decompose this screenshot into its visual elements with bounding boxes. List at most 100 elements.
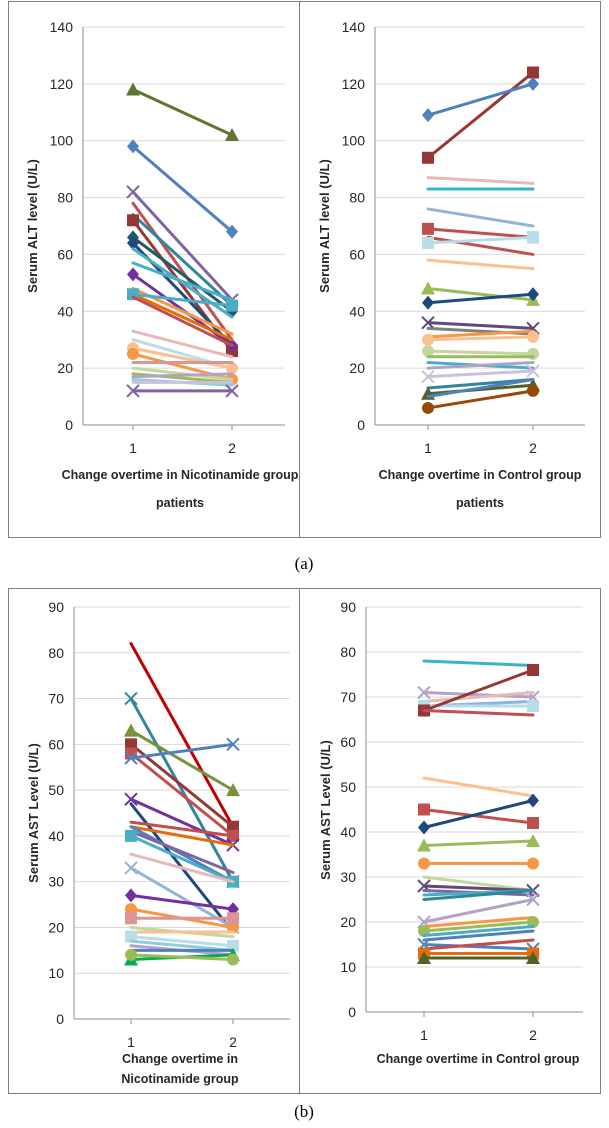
data-point	[225, 384, 239, 398]
series-10	[131, 261, 234, 302]
series-line	[426, 235, 535, 245]
x-axis-title: Change overtime in Control group	[377, 1052, 580, 1066]
series-line	[129, 935, 235, 948]
series-1	[129, 642, 235, 829]
series-4	[131, 201, 234, 342]
series-11	[422, 287, 539, 310]
series-line	[129, 642, 235, 829]
y-tick-label: 80	[48, 645, 64, 661]
x-axis-title: patients	[456, 496, 504, 510]
series-line	[129, 820, 235, 838]
series-14	[426, 329, 535, 339]
panel-label-b: (b)	[294, 1102, 314, 1121]
series-line	[422, 668, 535, 712]
series-line	[131, 346, 234, 370]
data-point	[226, 737, 240, 752]
series-line	[131, 190, 234, 302]
data-point	[126, 384, 140, 398]
data-point	[527, 287, 539, 302]
series-26	[125, 948, 239, 966]
data-point	[526, 834, 540, 847]
series-19	[422, 916, 535, 928]
y-tick-label: 70	[340, 689, 356, 705]
data-point	[422, 237, 434, 250]
y-tick-label: 80	[349, 190, 365, 206]
series-line	[131, 292, 234, 342]
data-point	[125, 912, 137, 925]
data-point	[421, 315, 435, 330]
series-line	[426, 207, 535, 228]
data-point	[127, 236, 139, 251]
series-line	[426, 287, 535, 302]
frame-b	[8, 588, 601, 1094]
series-line	[422, 709, 535, 717]
series-line	[426, 369, 535, 379]
data-point	[422, 222, 434, 235]
series-11	[417, 834, 540, 852]
data-point	[527, 66, 539, 79]
series-24	[422, 384, 539, 414]
data-point	[225, 128, 239, 142]
y-tick-label: 90	[48, 599, 64, 615]
series-line	[131, 329, 234, 359]
chart-ast-nicotinamide: 0 10 20 30 40 50 60 70 80 90 1 2 Serum AST Level (U/…	[26, 599, 290, 1086]
y-axis-title: Serum ALT level (U/L)	[317, 159, 332, 293]
series-line	[426, 378, 535, 399]
y-tick-label: 20	[349, 360, 365, 376]
y-tick-label: 60	[340, 734, 356, 750]
series-line	[129, 834, 235, 884]
series-5	[131, 213, 234, 308]
series-line	[422, 898, 535, 924]
data-point	[126, 185, 140, 199]
data-point	[422, 295, 434, 310]
series-line	[426, 335, 535, 342]
series-18	[125, 912, 239, 925]
series-line	[422, 920, 535, 933]
series-line	[422, 691, 535, 703]
series-9	[426, 258, 535, 271]
data-point	[125, 888, 137, 903]
series-9	[129, 820, 235, 838]
series-21	[125, 930, 239, 952]
series-line	[422, 929, 535, 942]
data-point	[418, 857, 430, 870]
y-tick-label: 40	[48, 828, 64, 844]
y-tick-label: 140	[50, 19, 74, 35]
x-tick-label: 2	[229, 1034, 237, 1050]
data-point	[526, 364, 540, 378]
y-tick-label: 30	[48, 874, 64, 890]
y-tick-label: 20	[48, 919, 64, 935]
series-1	[422, 659, 535, 667]
y-tick-label: 30	[340, 869, 356, 885]
x-tick-label: 1	[127, 1034, 135, 1050]
data-point	[526, 951, 540, 964]
data-point	[227, 820, 239, 833]
data-point	[527, 76, 539, 91]
series-line	[426, 227, 535, 239]
y-tick-label: 40	[340, 824, 356, 840]
series-line	[426, 258, 535, 271]
data-point	[124, 751, 138, 765]
data-point	[124, 691, 138, 706]
series-8	[422, 776, 535, 798]
series-line	[131, 144, 234, 234]
data-point	[127, 267, 139, 282]
data-point	[124, 792, 138, 806]
series-20	[421, 364, 540, 384]
series-line	[131, 261, 234, 302]
series-line	[422, 938, 535, 951]
data-point	[126, 82, 140, 96]
series-line	[426, 329, 535, 339]
x-tick-label: 1	[420, 1027, 428, 1043]
y-tick-label: 0	[65, 417, 73, 433]
y-tick-label: 90	[340, 599, 356, 615]
series-19	[426, 360, 535, 370]
series-line	[422, 943, 535, 951]
y-tick-label: 10	[340, 959, 356, 975]
frame-a	[8, 1, 601, 538]
data-point	[226, 783, 240, 797]
y-axis-title: Serum AST Level (U/L)	[318, 740, 333, 880]
x-tick-label: 2	[228, 440, 236, 456]
series-line	[129, 729, 235, 792]
